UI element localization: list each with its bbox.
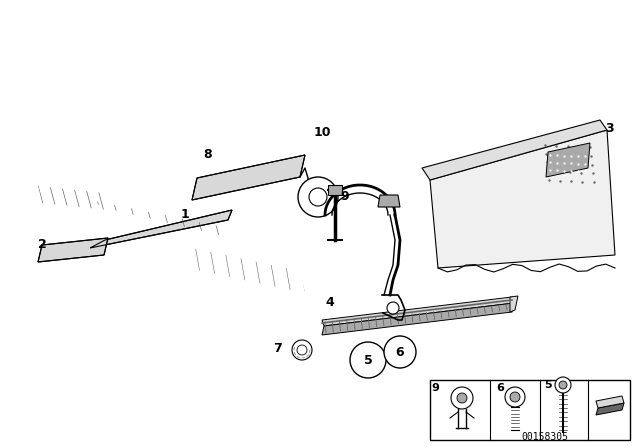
Circle shape (384, 336, 416, 368)
Circle shape (457, 393, 467, 403)
Text: 3: 3 (605, 121, 614, 134)
Circle shape (292, 340, 312, 360)
Polygon shape (596, 396, 624, 408)
Circle shape (510, 392, 520, 402)
Text: 9: 9 (431, 383, 439, 393)
Polygon shape (510, 296, 518, 312)
Polygon shape (430, 130, 615, 268)
Polygon shape (596, 403, 624, 415)
Polygon shape (546, 143, 590, 177)
Circle shape (559, 381, 567, 389)
Circle shape (555, 377, 571, 393)
Text: 10: 10 (313, 126, 331, 139)
Text: 5: 5 (364, 353, 372, 366)
Polygon shape (422, 120, 607, 180)
Circle shape (350, 342, 386, 378)
Polygon shape (378, 195, 400, 207)
Bar (430, 380, 630, 440)
Polygon shape (322, 303, 514, 335)
Text: 2: 2 (38, 238, 46, 251)
Polygon shape (322, 297, 514, 326)
Text: 8: 8 (204, 148, 212, 161)
Circle shape (505, 387, 525, 407)
Circle shape (387, 302, 399, 314)
Circle shape (297, 345, 307, 355)
Circle shape (309, 188, 327, 206)
Circle shape (451, 387, 473, 409)
Polygon shape (328, 185, 342, 195)
Text: 7: 7 (274, 341, 282, 354)
Polygon shape (38, 238, 108, 262)
Text: 6: 6 (396, 345, 404, 358)
Text: 4: 4 (326, 297, 334, 310)
Text: 1: 1 (180, 208, 189, 221)
Text: 6: 6 (496, 383, 504, 393)
Text: 9: 9 (340, 190, 349, 203)
Polygon shape (192, 155, 305, 200)
Circle shape (298, 177, 338, 217)
Text: 5: 5 (544, 380, 552, 390)
Polygon shape (90, 210, 232, 248)
Text: 00158305: 00158305 (522, 432, 568, 442)
